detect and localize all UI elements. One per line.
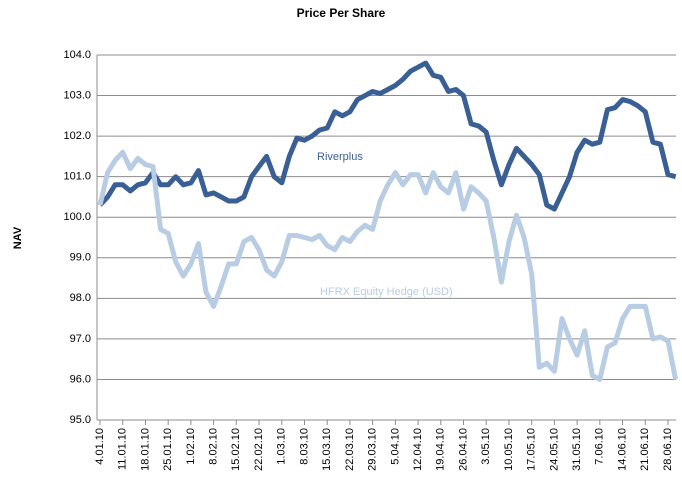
x-tick-label: 21.06.10 bbox=[639, 428, 651, 471]
series-line bbox=[97, 149, 679, 382]
x-tick-label: 28.06.10 bbox=[662, 428, 674, 471]
x-tick-label: 18.01.10 bbox=[139, 428, 151, 471]
y-tick-label: 100.0 bbox=[63, 211, 91, 223]
x-tick-label: 8.03.10 bbox=[298, 428, 310, 465]
y-tick-label: 102.0 bbox=[63, 130, 91, 142]
x-tick-label: 19.04.10 bbox=[435, 428, 447, 471]
y-tick-label: 95.0 bbox=[70, 414, 91, 426]
x-tick-label: 8.02.10 bbox=[208, 428, 220, 465]
y-tick-label: 98.0 bbox=[70, 292, 91, 304]
y-tick-label: 103.0 bbox=[63, 89, 91, 101]
y-tick-label: 101.0 bbox=[63, 171, 91, 183]
x-tick-label: 24.05.10 bbox=[548, 428, 560, 471]
x-tick-label: 29.03.10 bbox=[367, 428, 379, 471]
y-tick-label: 96.0 bbox=[70, 373, 91, 385]
chart-title: Price Per Share bbox=[297, 6, 386, 20]
x-tick-label: 31.05.10 bbox=[571, 428, 583, 471]
x-tick-label: 15.03.10 bbox=[321, 428, 333, 471]
series-label: HFRX Equity Hedge (USD) bbox=[320, 286, 453, 298]
x-tick-label: 1.02.10 bbox=[185, 428, 197, 465]
x-tick-label: 22.02.10 bbox=[253, 428, 265, 471]
x-tick-label: 3.05.10 bbox=[480, 428, 492, 465]
x-tick-label: 15.02.10 bbox=[230, 428, 242, 471]
y-tick-label: 97.0 bbox=[70, 333, 91, 345]
y-axis-label: NAV bbox=[12, 226, 24, 249]
x-tick-label: 10.05.10 bbox=[503, 428, 515, 471]
x-tick-label: 1.03.10 bbox=[276, 428, 288, 465]
x-tick-label: 14.06.10 bbox=[616, 428, 628, 471]
series-line bbox=[98, 60, 677, 212]
x-tick-label: 7.06.10 bbox=[594, 428, 606, 465]
x-tick-label: 17.05.10 bbox=[526, 428, 538, 471]
x-tick-label: 4.01.10 bbox=[94, 428, 106, 465]
x-tick-label: 26.04.10 bbox=[457, 428, 469, 471]
y-tick-label: 99.0 bbox=[70, 252, 91, 264]
y-tick-label: 104.0 bbox=[63, 49, 91, 61]
x-tick-label: 25.01.10 bbox=[162, 428, 174, 471]
x-tick-label: 12.04.10 bbox=[412, 428, 424, 471]
x-tick-label: 22.03.10 bbox=[344, 428, 356, 471]
x-tick-label: 11.01.10 bbox=[117, 428, 129, 470]
series-label: Riverplus bbox=[317, 151, 363, 163]
x-tick-label: 5.04.10 bbox=[389, 428, 401, 465]
